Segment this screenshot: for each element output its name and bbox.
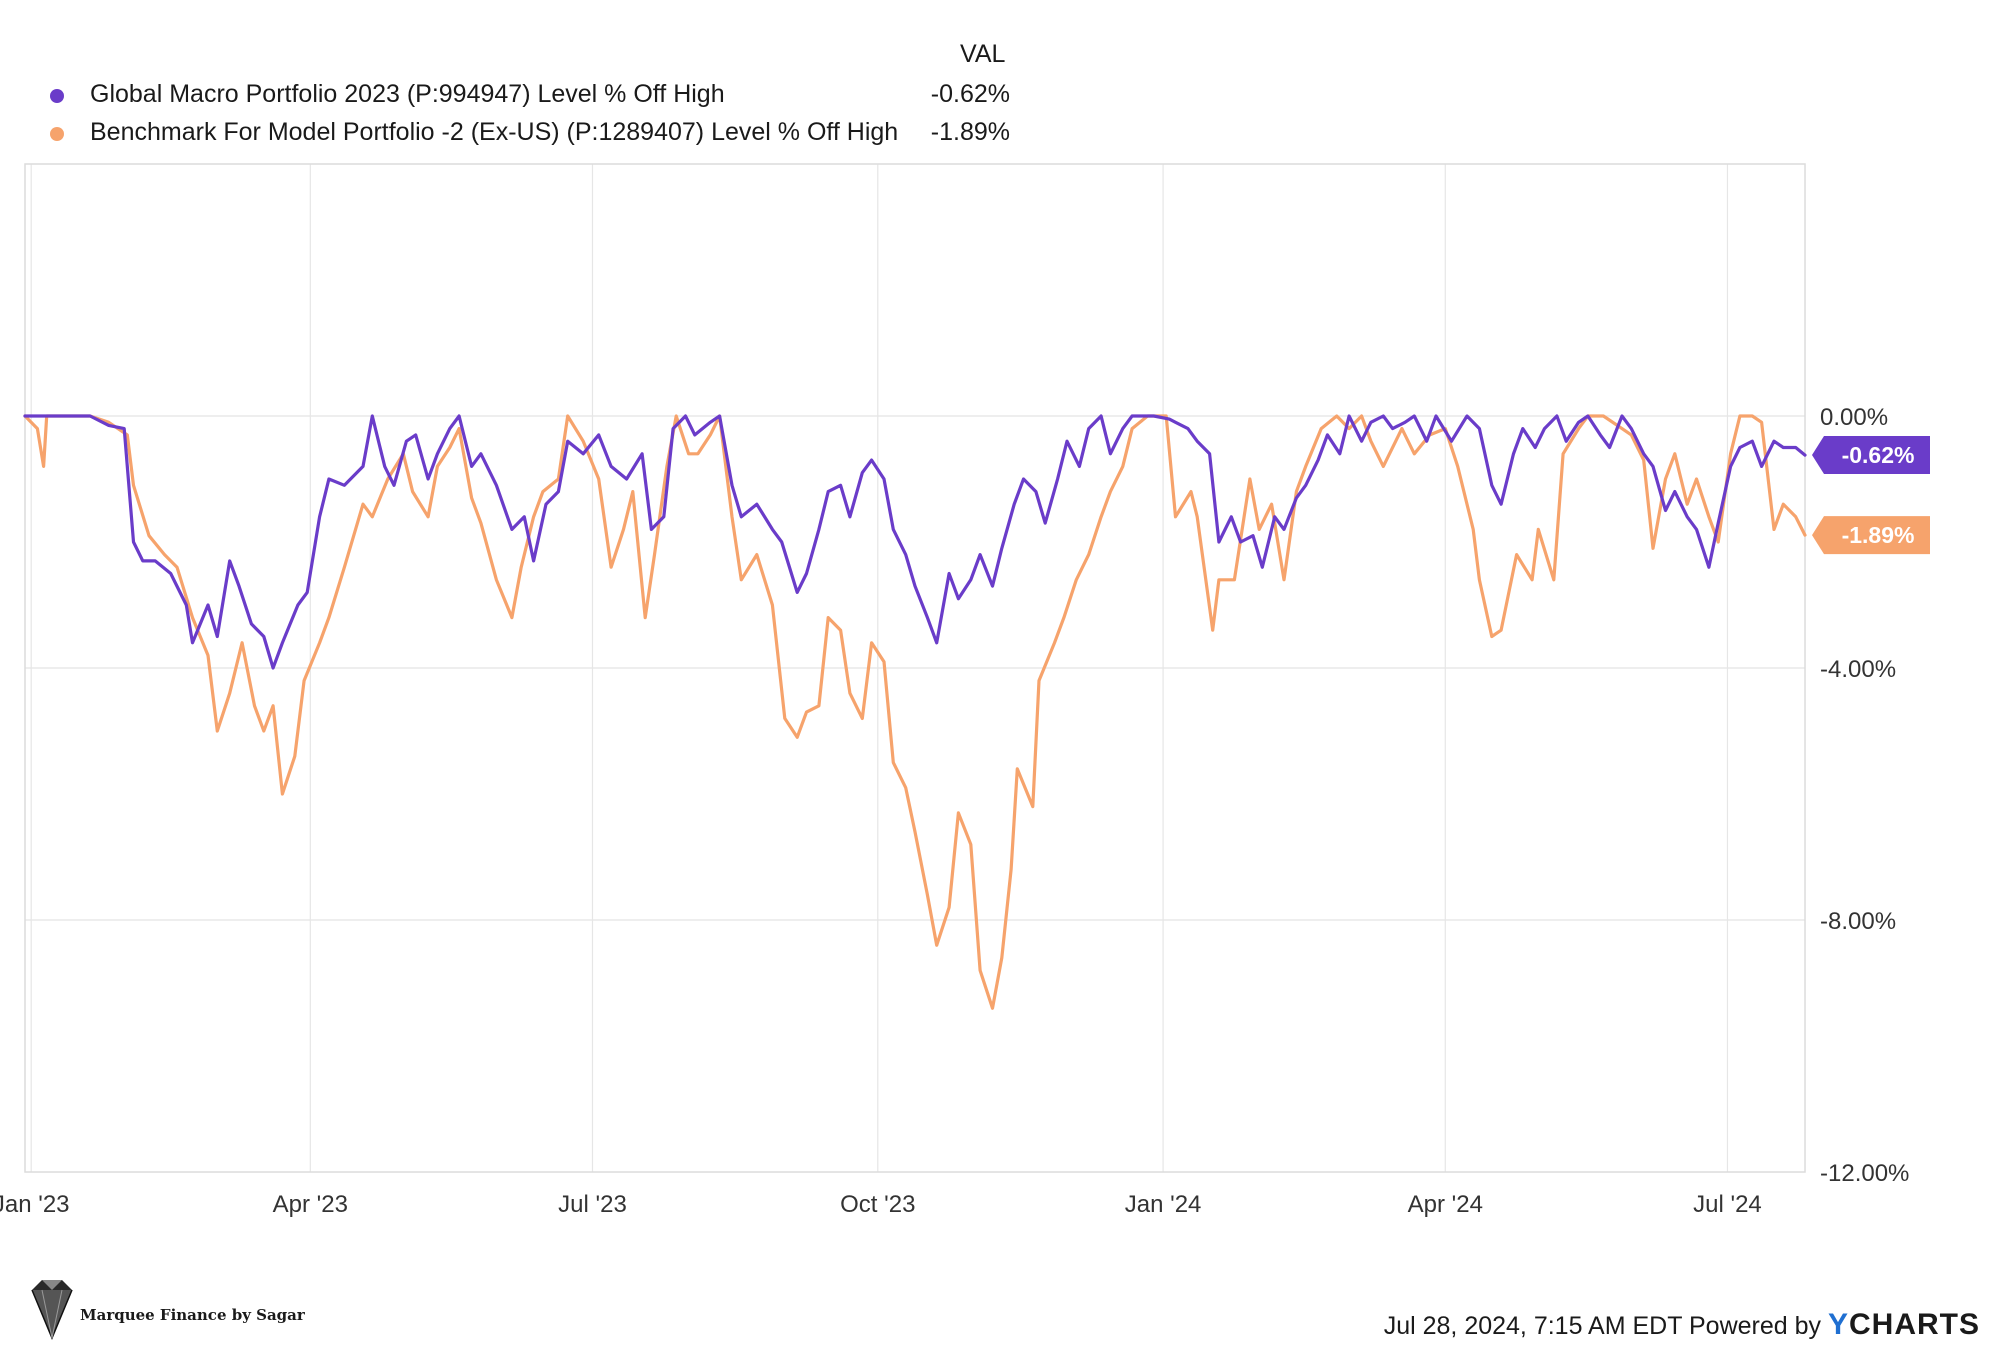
legend-swatch-benchmark	[50, 127, 64, 141]
series-line-global-macro	[23, 414, 1807, 670]
last-value-badge-shape	[1812, 516, 1930, 555]
legend-label-global-macro: Global Macro Portfolio 2023 (P:994947) L…	[90, 80, 725, 108]
y-axis: 0.00% -4.00% -8.00% -12.00%	[1820, 404, 1909, 1187]
x-tick-label: Apr '24	[1408, 1191, 1483, 1218]
x-axis: Jan '23 Apr '23 Jul '23 Oct '23 Jan '24 Apr '…	[0, 1191, 1762, 1218]
x-tick-label: Jan '24	[1125, 1191, 1202, 1218]
chart-legend: VAL Global Macro Portfolio 2023 (P:99494…	[0, 0, 1100, 160]
chart-footer: Jul 28, 2024, 7:15 AM EDT Powered by YCH…	[1384, 1308, 1980, 1342]
legend-item-global-macro[interactable]: Global Macro Portfolio 2023 (P:994947) L…	[50, 80, 1010, 114]
legend-value-global-macro: -0.62%	[930, 80, 1010, 108]
y-tick-label: -4.00%	[1820, 656, 1896, 683]
y-tick-label: -8.00%	[1820, 908, 1896, 935]
last-value-badges: -0.62% -1.89%	[1812, 436, 1930, 555]
last-value-badge-shape	[1812, 436, 1930, 475]
legend-swatch-global-macro	[50, 89, 64, 103]
last-value-badge-text: -1.89%	[1842, 522, 1915, 548]
plot-frame	[24, 163, 1806, 1173]
footer-powered-by: Powered by	[1689, 1312, 1822, 1340]
legend-value-benchmark: -1.89%	[930, 118, 1010, 146]
last-value-badge-text: -0.62%	[1842, 442, 1915, 468]
x-tick-label: Oct '23	[840, 1191, 915, 1218]
x-tick-label: Apr '23	[273, 1191, 348, 1218]
ycharts-logo-text: CHARTS	[1849, 1308, 1980, 1341]
y-tick-label: 0.00%	[1820, 404, 1888, 431]
ycharts-logo-y: Y	[1827, 1308, 1849, 1341]
legend-value-header: VAL	[960, 40, 1006, 68]
legend-item-benchmark[interactable]: Benchmark For Model Portfolio -2 (Ex-US)…	[50, 118, 1010, 152]
x-tick-label: Jul '23	[558, 1191, 627, 1218]
x-tick-label: Jul '24	[1693, 1191, 1762, 1218]
brand-name: Marquee Finance by Sagar	[80, 1306, 305, 1324]
grid-layer	[25, 164, 1805, 1172]
footer-timestamp: Jul 28, 2024, 7:15 AM EDT	[1383, 1312, 1683, 1340]
legend-label-benchmark: Benchmark For Model Portfolio -2 (Ex-US)…	[90, 118, 899, 146]
last-value-badge-benchmark: -1.89%	[1812, 516, 1930, 555]
ycharts-logo[interactable]: YCHARTS	[1828, 1308, 1980, 1341]
series-layer	[23, 414, 1807, 1010]
brand-logo: Marquee Finance by Sagar	[24, 1276, 324, 1342]
series-line-benchmark	[23, 414, 1807, 1010]
x-tick-label: Jan '23	[0, 1191, 70, 1218]
last-value-badge-global-macro: -0.62%	[1812, 436, 1930, 475]
y-tick-label: -12.00%	[1820, 1160, 1909, 1187]
diamond-icon	[31, 1280, 73, 1340]
